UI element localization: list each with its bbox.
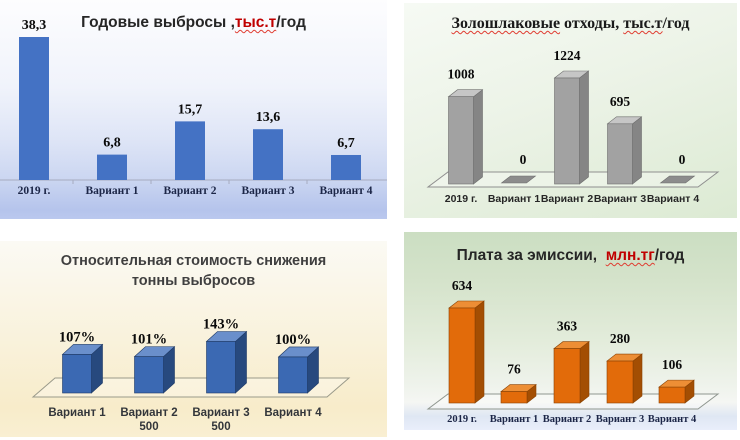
value-label: 100% — [275, 332, 311, 348]
category-label: Вариант 4 — [264, 407, 322, 419]
chart-plot: 38,3 2019 г. 6,8 Вариант 1 15,7 Вариант 2 13,6… — [0, 18, 387, 197]
chart-ash-slag-waste-panel: Золошлаковые отходы, тыс.т/год 1008 2019 … — [404, 3, 737, 218]
chart-plot: 1008 2019 г. 0 Вариант 1 1224 Вариант 2 695 Вар… — [426, 48, 720, 205]
value-label: 695 — [610, 94, 631, 109]
chart-title-line: тонны выбросов — [0, 271, 387, 291]
value-label: 1224 — [554, 48, 581, 63]
chart-title-line: Плата за эмиссии, млн.тг/год — [404, 247, 737, 265]
value-label: 38,3 — [22, 18, 47, 33]
value-label: 106 — [662, 357, 683, 372]
category-label: 2019 г. — [445, 193, 478, 205]
category-label: Вариант 1 — [488, 193, 541, 205]
category-label: Вариант 2 — [163, 185, 216, 197]
category-label: Вариант 3 — [241, 185, 294, 197]
category-label: Вариант 3 — [192, 407, 249, 419]
value-label: 76 — [507, 362, 521, 377]
bar — [134, 356, 164, 394]
value-label: 101% — [131, 332, 167, 348]
chart-title: Плата за эмиссии, млн.тг/год — [404, 247, 737, 265]
category-label: Вариант 3 — [596, 414, 644, 425]
chart-plot: 107% Вариант 1 101% Вариант 2 500 143% Вариант… — [31, 317, 351, 433]
value-label: 280 — [610, 331, 631, 346]
title-part: /год — [662, 15, 690, 32]
category-sublabel: 500 — [139, 421, 158, 433]
category-label: 2019 г. — [18, 185, 51, 197]
value-label: 15,7 — [178, 102, 203, 117]
value-label: 1008 — [448, 67, 475, 82]
bar-side-face — [235, 330, 247, 394]
category-label: Вариант 4 — [647, 193, 700, 205]
category-label: Вариант 4 — [648, 414, 697, 425]
chart-emission-fees-panel: Плата за эмиссии, млн.тг/год 634 2019 г. 7… — [404, 232, 737, 430]
value-label: 13,6 — [256, 110, 281, 125]
bar-side-face — [579, 340, 590, 404]
chart-title-line: Относительная стоимость снижения — [0, 251, 387, 271]
bar — [554, 77, 580, 185]
value-label: 6,7 — [337, 136, 355, 151]
bar-side-face — [473, 89, 483, 185]
bar — [500, 391, 528, 404]
value-label: 107% — [59, 329, 95, 345]
value-label: 634 — [452, 278, 473, 293]
category-label: Вариант 3 — [594, 193, 647, 205]
title-part-misspelled: тыс.т — [234, 14, 277, 31]
title-part: отходы, — [560, 15, 624, 32]
floor — [31, 377, 351, 398]
title-part: /год — [276, 14, 306, 31]
title-part: /год — [654, 247, 685, 264]
title-part: тонны выбросов — [131, 273, 256, 289]
category-label: Вариант 1 — [490, 414, 538, 425]
category-label: Вариант 1 — [85, 185, 138, 197]
category-label: Вариант 1 — [48, 407, 106, 419]
value-label: 0 — [679, 152, 686, 167]
category-sublabel: 500 — [211, 421, 230, 433]
chart-title-line: Золошлаковые отходы, тыс.т/год — [404, 15, 737, 33]
bar — [62, 354, 92, 394]
bar — [278, 356, 308, 394]
bar — [331, 154, 361, 180]
bar-zero-pad — [659, 175, 696, 184]
bar-side-face — [632, 353, 643, 404]
title-part-misspelled: Золошлаковые — [451, 15, 561, 32]
chart-title: Золошлаковые отходы, тыс.т/год — [404, 15, 737, 33]
bar — [19, 37, 49, 180]
bar — [448, 96, 474, 185]
chart-title-line: Годовые выбросы ,тыс.т/год — [0, 14, 387, 32]
chart-plot: 634 2019 г. 76 Вариант 1 363 Вариант 2 280 Вари… — [426, 278, 720, 425]
bar — [606, 360, 634, 404]
bar — [253, 129, 283, 180]
category-label: 2019 г. — [447, 414, 477, 425]
bar — [607, 123, 633, 185]
bar-zero-pad — [500, 175, 537, 184]
chart-title: Относительная стоимость снижения тонны вы… — [0, 251, 387, 291]
category-label: Вариант 2 — [120, 407, 177, 419]
bar-side-face — [579, 70, 589, 185]
bar — [658, 386, 686, 404]
title-part-misspelled: тыс.т — [623, 15, 663, 32]
bar — [206, 341, 236, 394]
title-part: Годовые выбросы , — [81, 14, 235, 31]
value-label: 6,8 — [103, 136, 121, 151]
bar — [448, 307, 476, 404]
category-label: Вариант 2 — [541, 193, 594, 205]
bar — [97, 154, 127, 180]
chart-relative-cost-panel: Относительная стоимость снижения тонны вы… — [0, 241, 387, 437]
chart-title: Годовые выбросы ,тыс.т/год — [0, 14, 387, 32]
category-label: Вариант 2 — [543, 414, 591, 425]
value-label: 143% — [203, 317, 239, 333]
bar-side-face — [632, 116, 642, 185]
bar-side-face — [474, 300, 485, 404]
bar — [175, 121, 205, 180]
title-part-misspelled: млн.тг — [605, 247, 655, 264]
bar — [553, 348, 581, 404]
title-part: Плата за эмиссии, — [456, 247, 606, 264]
value-label: 363 — [557, 319, 578, 334]
title-part: Относительная стоимость снижения — [60, 253, 327, 269]
chart-annual-emissions-panel: Годовые выбросы ,тыс.т/год 38,3 2019 г. 6,… — [0, 0, 387, 219]
category-label: Вариант 4 — [319, 185, 372, 197]
value-label: 0 — [520, 152, 527, 167]
